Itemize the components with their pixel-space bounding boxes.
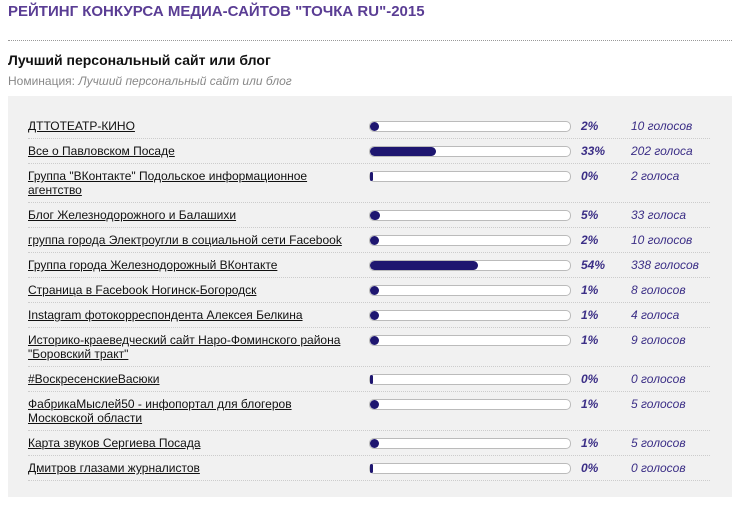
bar-track xyxy=(369,235,571,246)
percent-label: 0% xyxy=(581,169,599,183)
page-title: РЕЙТИНГ КОНКУРСА МЕДИА-САЙТОВ "ТОЧКА RU"… xyxy=(8,3,425,20)
poll-title: Лучший персональный сайт или блог xyxy=(8,52,271,68)
percent-label: 1% xyxy=(581,436,599,450)
votes-label: 202 голоса xyxy=(631,144,693,158)
percent-label: 2% xyxy=(581,119,599,133)
result-row: ФабрикаМыслей50 - инфопортал для блогеро… xyxy=(28,392,710,431)
site-link[interactable]: Карта звуков Сергиева Посада xyxy=(28,436,201,450)
bar-track xyxy=(369,438,571,449)
site-link[interactable]: Группа города Железнодорожный ВКонтакте xyxy=(28,258,278,272)
bar-track xyxy=(369,171,571,182)
percent-label: 1% xyxy=(581,308,599,322)
bar xyxy=(370,286,379,295)
percent-label: 0% xyxy=(581,461,599,475)
site-link[interactable]: Все о Павловском Посаде xyxy=(28,144,175,158)
percent-label: 33% xyxy=(581,144,606,158)
site-link[interactable]: Дмитров глазами журналистов xyxy=(28,461,200,475)
votes-label: 10 голосов xyxy=(631,233,693,247)
result-row: #ВоскресенскиеВасюки 0% 0 голосов xyxy=(28,367,710,392)
bar xyxy=(370,172,373,181)
bar-track xyxy=(369,121,571,132)
site-link[interactable]: Блог Железнодорожного и Балашихи xyxy=(28,208,237,222)
votes-label: 5 голосов xyxy=(631,436,686,450)
result-row: Группа "ВКонтакте" Подольское информацио… xyxy=(28,164,710,203)
bar xyxy=(370,464,373,473)
site-link[interactable]: #ВоскресенскиеВасюки xyxy=(28,372,160,386)
site-link[interactable]: Страница в Facebook Ногинск-Богородск xyxy=(28,283,257,297)
bar-track xyxy=(369,260,571,271)
bar xyxy=(370,375,373,384)
percent-label: 5% xyxy=(581,208,599,222)
bar xyxy=(370,311,379,320)
results: ДТТОТЕАТР-КИНО 2% 10 голосов Все о Павловск… xyxy=(8,96,732,497)
votes-label: 9 голосов xyxy=(631,333,686,347)
bar-track xyxy=(369,374,571,385)
site-link[interactable]: ФабрикаМыслей50 - инфопортал для блогеро… xyxy=(28,397,292,425)
bar-track xyxy=(369,463,571,474)
site-link[interactable]: Группа "ВКонтакте" Подольское информацио… xyxy=(28,169,308,197)
percent-label: 2% xyxy=(581,233,599,247)
bar-track xyxy=(369,335,571,346)
bar xyxy=(370,261,478,270)
site-link[interactable]: Историко-краеведческий сайт Наро-Фоминск… xyxy=(28,333,341,361)
votes-label: 8 голосов xyxy=(631,283,686,297)
percent-label: 1% xyxy=(581,283,599,297)
separator xyxy=(8,40,732,41)
votes-label: 4 голоса xyxy=(631,308,680,322)
bar xyxy=(370,211,380,220)
nomination: Номинация: Лучший персональный сайт или … xyxy=(8,74,292,88)
nomination-name: Лучший персональный сайт или блог xyxy=(78,74,292,88)
bar-track xyxy=(369,399,571,410)
votes-label: 2 голоса xyxy=(631,169,680,183)
result-row: группа города Электроугли в социальной с… xyxy=(28,228,710,253)
bar xyxy=(370,336,379,345)
votes-label: 33 голоса xyxy=(631,208,686,222)
bar xyxy=(370,400,379,409)
votes-label: 0 голосов xyxy=(631,461,686,475)
result-row: Блог Железнодорожного и Балашихи 5% 33 гол… xyxy=(28,203,710,228)
result-row: Дмитров глазами журналистов 0% 0 голосов xyxy=(28,456,710,481)
result-row: Карта звуков Сергиева Посада 1% 5 голосов xyxy=(28,431,710,456)
votes-label: 0 голосов xyxy=(631,372,686,386)
percent-label: 1% xyxy=(581,397,599,411)
bar xyxy=(370,122,379,131)
votes-label: 338 голосов xyxy=(631,258,699,272)
votes-label: 10 голосов xyxy=(631,119,693,133)
percent-label: 1% xyxy=(581,333,599,347)
bar-track xyxy=(369,146,571,157)
bar-track xyxy=(369,310,571,321)
bar xyxy=(370,236,379,245)
site-link[interactable]: Instagram фотокорреспондента Алексея Бел… xyxy=(28,308,303,322)
site-link[interactable]: ДТТОТЕАТР-КИНО xyxy=(28,119,135,133)
bar xyxy=(370,147,436,156)
result-row: Страница в Facebook Ногинск-Богородск 1% 8… xyxy=(28,278,710,303)
result-row: Все о Павловском Посаде 33% 202 голоса xyxy=(28,139,710,164)
result-row: ДТТОТЕАТР-КИНО 2% 10 голосов xyxy=(28,114,710,139)
result-row: Instagram фотокорреспондента Алексея Бел… xyxy=(28,303,710,328)
percent-label: 0% xyxy=(581,372,599,386)
site-link[interactable]: группа города Электроугли в социальной с… xyxy=(28,233,342,247)
nomination-label: Номинация: xyxy=(8,74,76,88)
result-row: Группа города Железнодорожный ВКонтакте 5… xyxy=(28,253,710,278)
bar-track xyxy=(369,210,571,221)
bar xyxy=(370,439,379,448)
votes-label: 5 голосов xyxy=(631,397,686,411)
percent-label: 54% xyxy=(581,258,606,272)
result-row: Историко-краеведческий сайт Наро-Фоминск… xyxy=(28,328,710,367)
bar-track xyxy=(369,285,571,296)
